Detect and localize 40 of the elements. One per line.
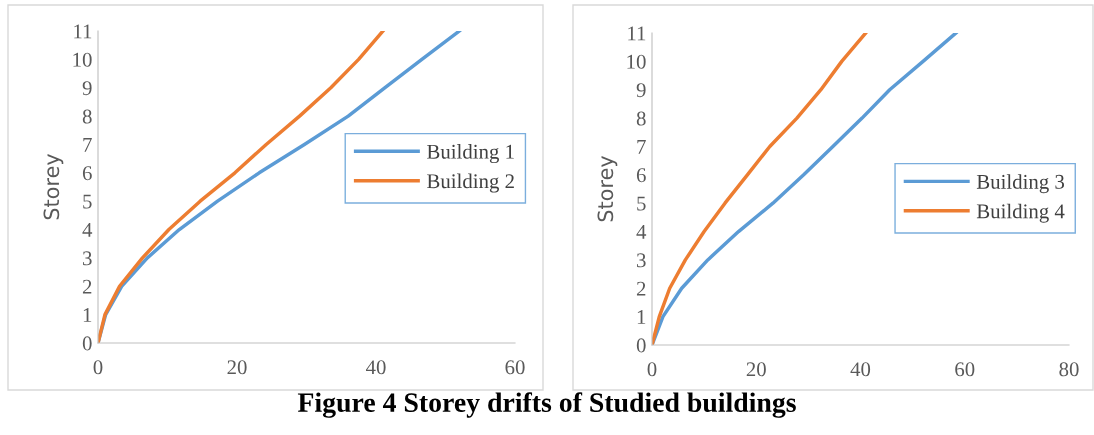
y-tick-label: 4 [82, 223, 93, 237]
x-tick-label: 0 [93, 360, 103, 375]
y-axis-title: Storey [597, 155, 618, 222]
y-tick-label: 3 [83, 251, 92, 266]
legend-label: Building 4 [976, 203, 1065, 223]
x-tick-label: 60 [955, 362, 975, 377]
x-tick-label: 80 [1059, 362, 1079, 377]
y-tick-label: 11 [628, 26, 646, 41]
y-tick-label: 11 [74, 24, 92, 39]
y-tick-label: 1 [83, 308, 92, 322]
y-tick-label: 0 [82, 336, 92, 351]
y-tick-label: 8 [636, 111, 646, 126]
y-tick-label: 5 [83, 194, 92, 209]
x-tick-label: 40 [850, 362, 871, 377]
y-tick-label: 10 [73, 52, 92, 67]
y-tick-label: 8 [82, 109, 92, 124]
y-tick-label: 6 [636, 168, 646, 183]
legend-label: Building 3 [976, 174, 1065, 194]
y-tick-label: 9 [636, 83, 646, 98]
y-tick-label: 6 [82, 166, 92, 181]
y-tick-label: 1 [637, 310, 646, 324]
y-tick-label: 3 [637, 253, 646, 268]
y-tick-label: 5 [637, 196, 646, 211]
y-tick-label: 9 [82, 81, 92, 96]
x-tick-label: 40 [365, 360, 386, 375]
x-tick-label: 60 [505, 360, 525, 375]
y-tick-label: 2 [82, 279, 92, 294]
y-tick-label: 10 [627, 54, 646, 69]
y-axis-title: Storey [43, 153, 64, 220]
y-tick-label: 7 [83, 138, 92, 152]
y-tick-label: 2 [636, 281, 646, 296]
y-tick-label: 0 [636, 338, 646, 353]
legend-label: Building 1 [427, 144, 514, 164]
y-tick-label: 7 [637, 140, 646, 154]
legend-label: Building 2 [427, 173, 514, 193]
x-tick-label: 20 [746, 362, 766, 377]
x-tick-label: 20 [227, 360, 247, 375]
x-tick-label: 0 [647, 362, 657, 377]
y-tick-label: 4 [636, 225, 647, 239]
caption: Figure 4 Storey drifts of Studied buildings [297, 392, 796, 418]
